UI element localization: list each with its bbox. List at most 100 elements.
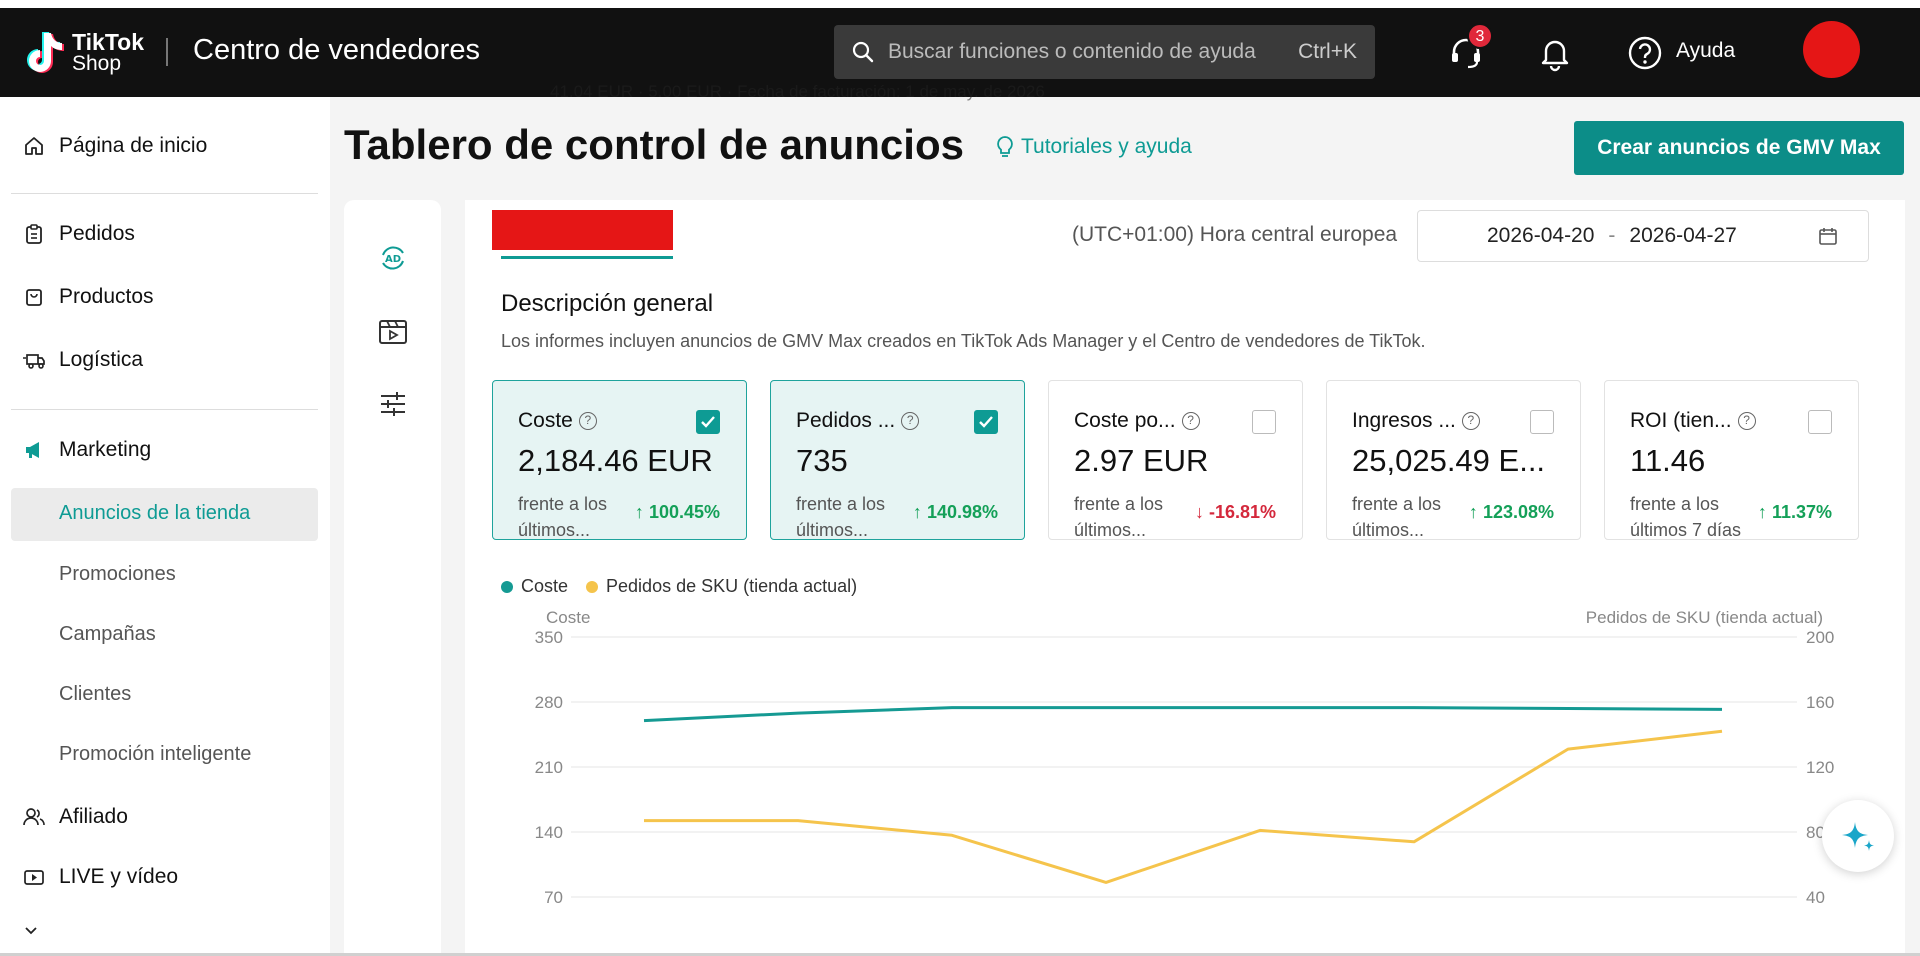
question-icon[interactable]: ? [901, 412, 920, 430]
sidebar-item-label: Afiliado [59, 805, 128, 828]
kpi-checkbox[interactable] [974, 410, 998, 434]
question-icon[interactable]: ? [578, 412, 597, 430]
sidebar-item-products[interactable]: Productos [22, 285, 154, 309]
redacted-tab[interactable] [492, 210, 673, 250]
kpi-compare: frente a los últimos... [1074, 494, 1164, 540]
svg-text:AD: AD [385, 254, 401, 265]
y-right-tick-label: 200 [1806, 630, 1834, 647]
sidebar-subitem-promotions[interactable]: Promociones [59, 563, 176, 585]
kpi-card[interactable]: Coste? 2,184.46 EUR frente a los últimos..… [492, 380, 747, 540]
legend-item-orders[interactable]: Pedidos de SKU (tienda actual) [586, 576, 857, 597]
ads-icon[interactable]: AD [377, 242, 409, 274]
sidebar-item-label: Productos [59, 285, 154, 308]
avatar[interactable] [1803, 21, 1860, 78]
kpi-checkbox[interactable] [1808, 410, 1832, 434]
sidebar-item-orders[interactable]: Pedidos [22, 222, 135, 246]
home-icon [22, 134, 46, 158]
ai-assistant-button[interactable] [1822, 800, 1894, 872]
kpi-delta-value: 11.37% [1771, 502, 1832, 522]
series-line-cost [643, 706, 1723, 723]
bell-icon[interactable] [1536, 34, 1574, 72]
left-axis-title: Coste [546, 608, 591, 627]
lightbulb-icon [997, 136, 1013, 157]
kpi-name-text: Coste [518, 409, 573, 432]
logo-text-tiktok: TikTok [72, 29, 144, 55]
y-right-tick-label: 160 [1806, 693, 1834, 712]
kpi-delta: ↑ 123.08% [1469, 502, 1554, 523]
kpi-card[interactable]: ROI (tien...? 11.46 frente a los últimos 7… [1604, 380, 1859, 540]
arrow-up-icon: ↑ [1757, 502, 1772, 522]
sidebar-divider [11, 409, 318, 410]
sidebar-divider [11, 193, 318, 194]
kpi-delta-value: 100.45% [648, 502, 720, 522]
kpi-value: 25,025.49 E... [1352, 443, 1546, 478]
sidebar-item-affiliate[interactable]: Afiliado [22, 805, 128, 829]
y-right-tick-label: 40 [1806, 888, 1825, 907]
kpi-name: Coste po...? [1074, 409, 1200, 433]
kpi-compare: frente a los últimos 7 días [1630, 494, 1742, 540]
legend-label-cost: Coste [521, 576, 569, 596]
tiktok-shop-logo[interactable]: TikTok Shop [22, 28, 144, 78]
kpi-card[interactable]: Pedidos ...? 735 frente a los últimos... ↑ … [770, 380, 1025, 540]
sidebar-item-label: Marketing [59, 438, 152, 461]
kpi-card[interactable]: Ingresos ...? 25,025.49 E... frente a los … [1326, 380, 1581, 540]
kpi-checkbox[interactable] [1252, 410, 1276, 434]
headset-support-icon[interactable] [1447, 34, 1485, 72]
kpi-value: 2.97 EUR [1074, 443, 1209, 478]
y-left-tick-label: 210 [535, 758, 563, 777]
sidebar-subitem-campaigns[interactable]: Campañas [59, 623, 156, 645]
chart-legend: Coste Pedidos de SKU (tienda actual) [501, 576, 875, 597]
right-axis-title: Pedidos de SKU (tienda actual) [1585, 608, 1823, 627]
question-icon[interactable]: ? [1737, 412, 1756, 430]
date-range-picker[interactable]: 2026-04-20 - 2026-04-27 [1417, 210, 1869, 262]
kpi-compare: frente a los últimos... [796, 494, 886, 540]
question-icon[interactable]: ? [1461, 412, 1480, 430]
tutorials-link[interactable]: Tutoriales y ayuda [995, 135, 1192, 159]
date-start: 2026-04-20 [1487, 224, 1595, 247]
sidebar-item-logistics[interactable]: Logística [22, 348, 143, 372]
line-chart: 70 140 210 280 350 40 80 120 160 200 [535, 630, 1835, 907]
arrow-up-icon: ↑ [1468, 502, 1483, 522]
sidebar-subitem-customers[interactable]: Clientes [59, 683, 132, 705]
tutorials-label: Tutoriales y ayuda [1021, 135, 1192, 158]
calendar-icon [1819, 228, 1837, 245]
sidebar-item-live-video[interactable]: LIVE y vídeo [22, 865, 178, 889]
video-ads-icon[interactable] [377, 316, 409, 348]
date-end: 2026-04-27 [1629, 224, 1737, 247]
sidebar-item-label: Logística [59, 348, 144, 371]
kpi-checkbox[interactable] [696, 410, 720, 434]
help-icon[interactable] [1626, 34, 1664, 72]
ad-type-rail: AD [344, 200, 441, 956]
kpi-name-text: Ingresos ... [1352, 409, 1456, 432]
y-left-tick-label: 280 [535, 693, 563, 712]
kpi-delta: ↓ -16.81% [1195, 502, 1276, 523]
chevron-down-icon[interactable] [24, 923, 38, 941]
kpi-name: Ingresos ...? [1352, 409, 1480, 433]
help-label[interactable]: Ayuda [1676, 39, 1736, 62]
window-frame [0, 0, 1920, 8]
kpi-card[interactable]: Coste po...? 2.97 EUR frente a los últimos… [1048, 380, 1303, 540]
sliders-icon[interactable] [377, 388, 409, 420]
sidebar-subitem-store-ads[interactable]: Anuncios de la tienda [59, 502, 251, 524]
kpi-name-text: Coste po... [1074, 409, 1176, 432]
sidebar-item-home[interactable]: Página de inicio [22, 134, 207, 158]
search-input[interactable]: Buscar funciones o contenido de ayuda Ct… [834, 25, 1375, 79]
kpi-checkbox[interactable] [1530, 410, 1554, 434]
kpi-name: Pedidos ...? [796, 409, 920, 433]
legend-item-cost[interactable]: Coste [501, 576, 568, 597]
kpi-value: 735 [796, 443, 848, 478]
y-left-tick-label: 70 [544, 888, 563, 907]
sidebar-item-marketing[interactable]: Marketing [22, 438, 151, 462]
support-badge: 3 [1467, 23, 1493, 49]
sidebar-subitem-smart-promotion[interactable]: Promoción inteligente [59, 743, 252, 765]
legend-dot-cost [501, 580, 513, 593]
question-icon[interactable]: ? [1181, 412, 1200, 430]
create-gmv-max-ads-button[interactable]: Crear anuncios de GMV Max [1574, 121, 1904, 175]
search-shortcut: Ctrl+K [1298, 40, 1357, 63]
y-right-tick-label: 120 [1806, 758, 1834, 777]
timezone-label: (UTC+01:00) Hora central europea [1072, 223, 1398, 246]
date-range-dash: - [1608, 224, 1616, 247]
arrow-down-icon: ↓ [1194, 502, 1209, 522]
y-left-tick-label: 140 [535, 823, 563, 842]
top-bar: TikTok Shop Centro de vendedores Buscar … [0, 8, 1920, 97]
